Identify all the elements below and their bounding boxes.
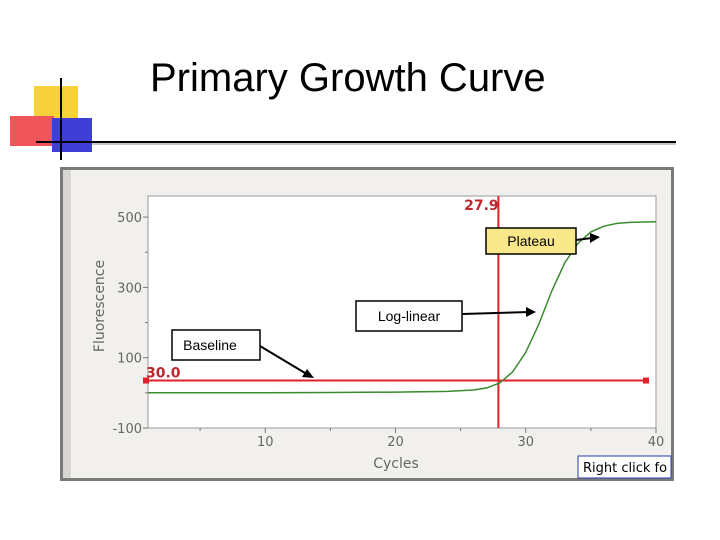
y-tick-label: 300 [117,281,142,296]
y-axis-ticks: -100 100 300 500 [112,211,148,437]
annotation-baseline: Baseline [171,329,314,378]
annotation-plateau-arrowhead [590,233,600,243]
x-tick-label: 10 [257,435,274,450]
annotation-baseline-arrowhead [302,369,314,378]
annotation-log-linear-arrowhead [526,307,536,317]
annotation-log-linear-arrow [461,311,531,315]
threshold-label: 30.0 [146,366,181,382]
chart-left-strip [63,170,71,478]
right-click-hint-box[interactable] [577,455,672,479]
annotation-baseline-arrow [259,345,311,377]
annotation-plateau-arrow [575,237,593,241]
x-tick-label: 40 [648,435,665,450]
y-axis-title: Fluorescence [92,260,108,352]
annotation-plateau-text: Plateau [507,233,554,249]
x-axis-title: Cycles [373,456,419,472]
accent-vertical-line [60,78,62,160]
cycle-marker-label: 27.9 [464,198,499,214]
y-tick-label: 500 [117,211,142,226]
annotation-plateau-box [485,227,577,255]
accent-blue-square [52,118,92,152]
y-tick-label: -100 [112,422,142,437]
accent-rule-shadow [92,143,676,145]
growth-curve-line [148,220,657,394]
x-axis-ticks: 10 20 30 40 [199,428,665,450]
annotation-log-linear-box [355,300,463,332]
accent-horizontal-line [36,141,676,143]
annotation-baseline-box [171,329,261,361]
y-tick-label: 100 [117,352,142,367]
annotation-log-linear: Log-linear [355,300,536,332]
right-click-hint[interactable]: Right click fo [577,455,672,479]
threshold-handle-right[interactable] [643,377,649,384]
annotation-baseline-text: Baseline [183,337,237,353]
threshold-handle-left[interactable] [143,377,149,384]
x-tick-label: 20 [387,435,404,450]
slide-title: Primary Growth Curve [150,56,546,100]
annotation-plateau: Plateau [485,227,600,255]
x-tick-label: 30 [517,435,534,450]
right-click-hint-text: Right click fo [583,461,667,476]
annotation-log-linear-text: Log-linear [378,308,441,324]
